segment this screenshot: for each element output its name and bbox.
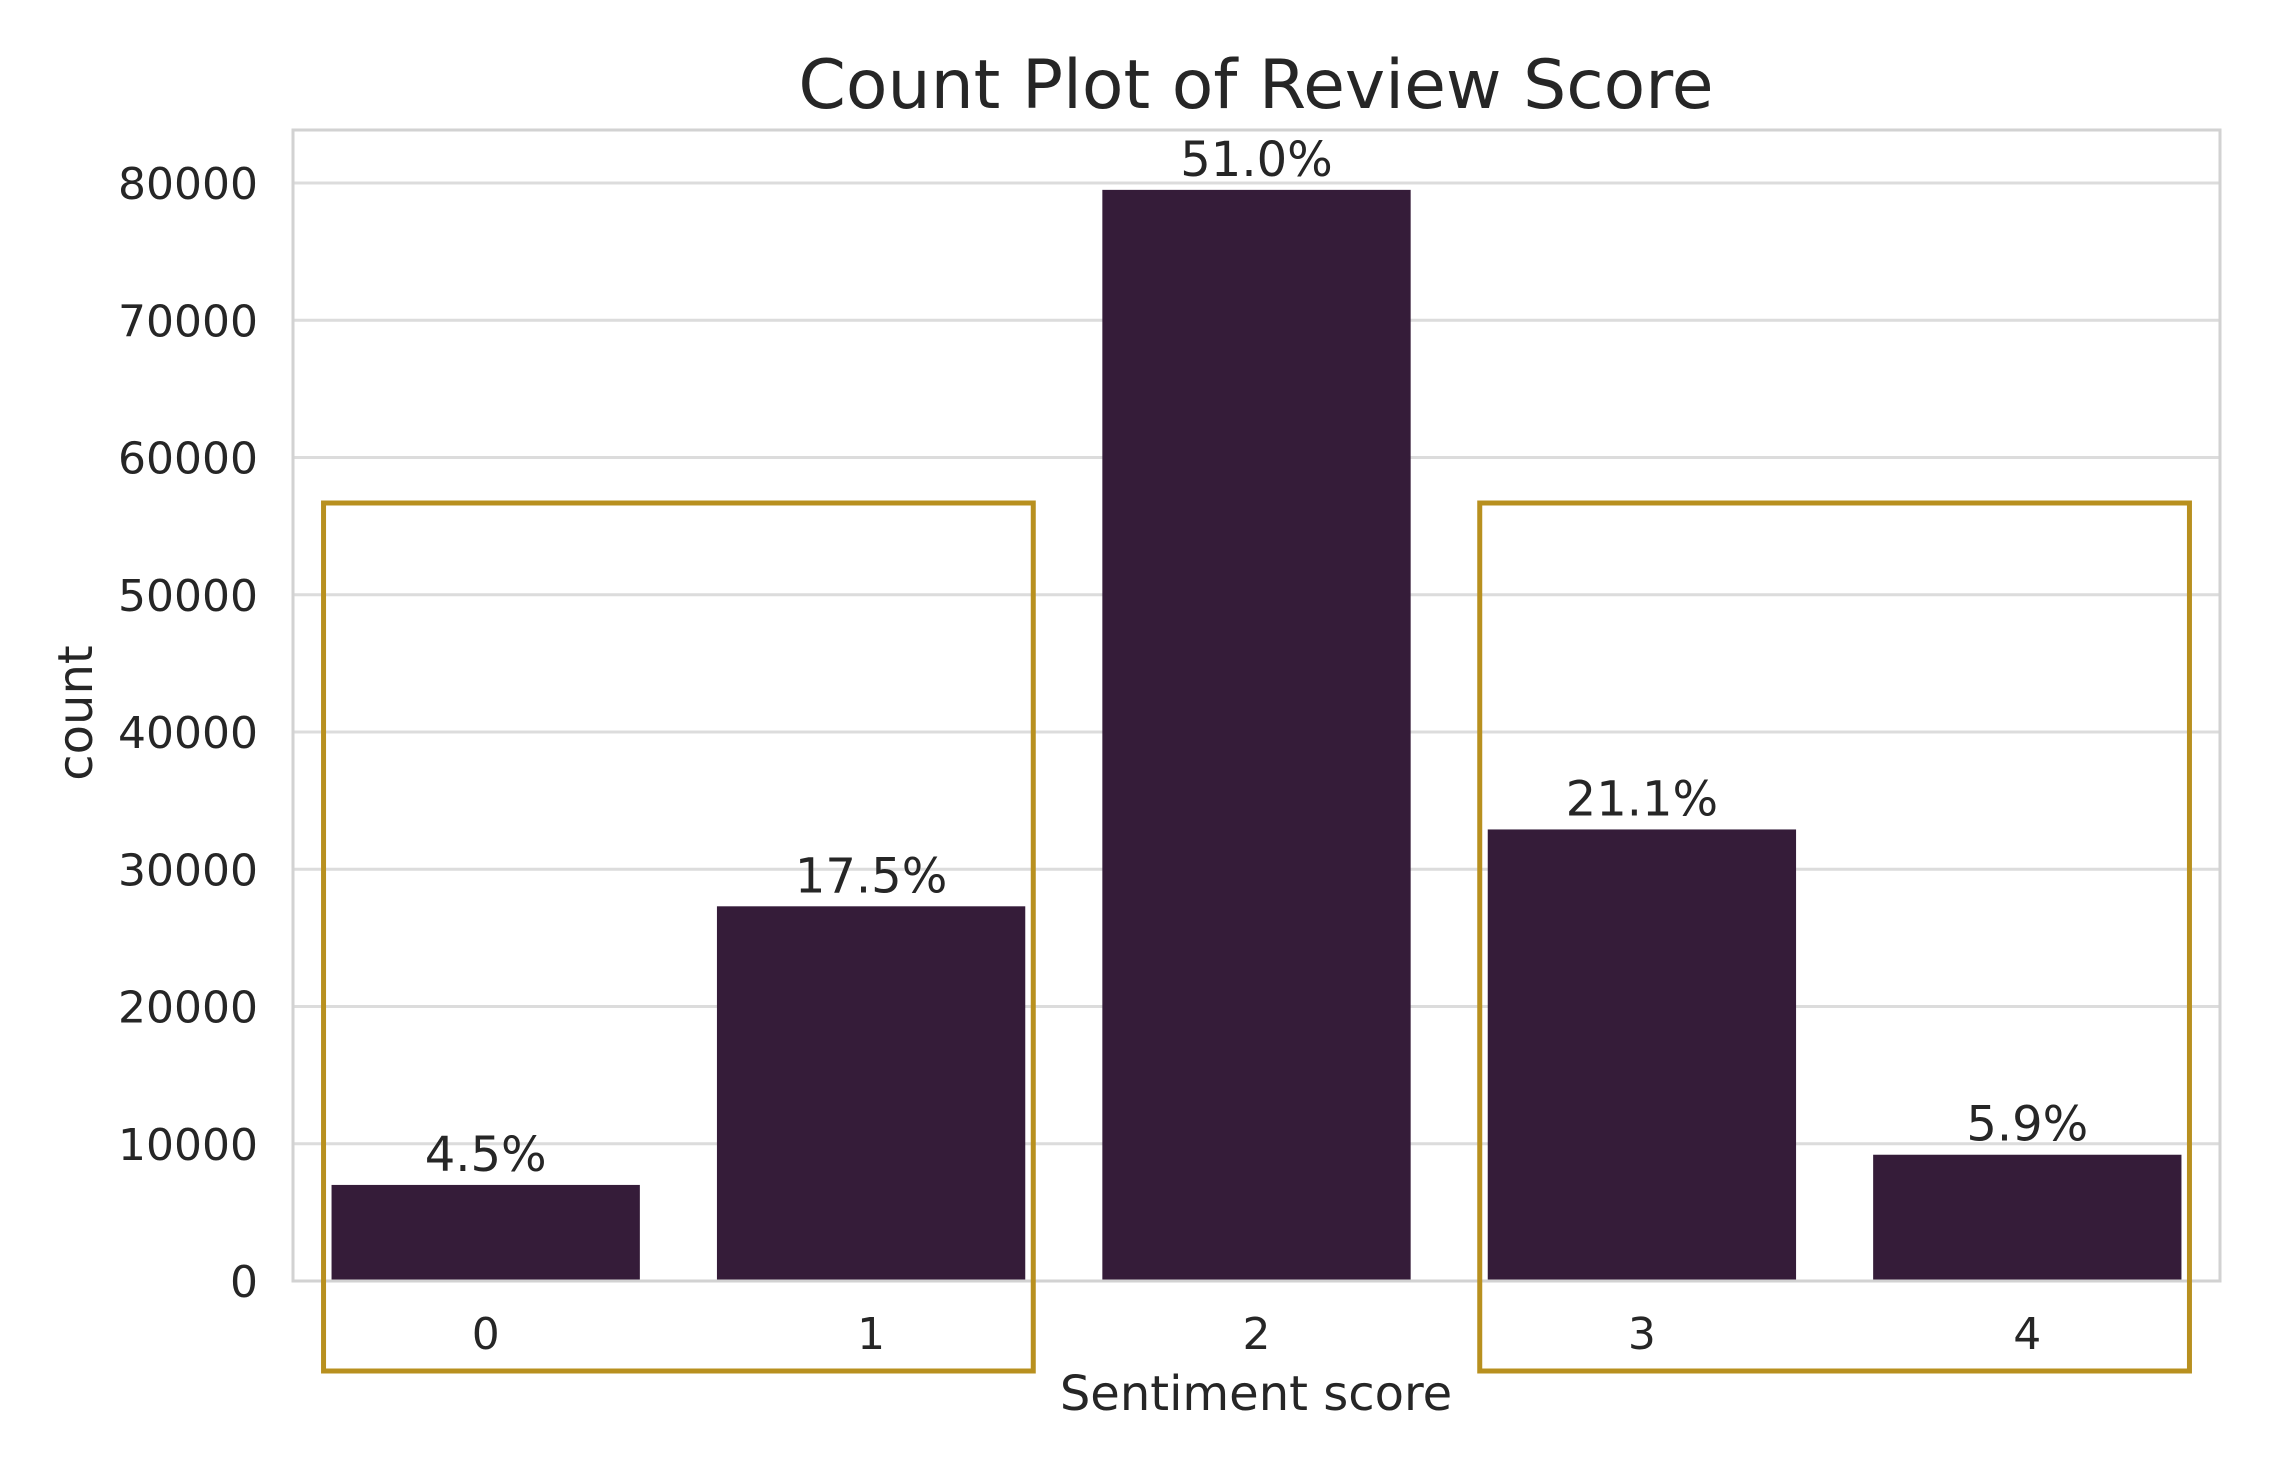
x-tick-1: 1 bbox=[857, 1309, 885, 1360]
bar-3 bbox=[1487, 829, 1797, 1281]
bar-0 bbox=[331, 1184, 640, 1281]
bar-4 bbox=[1873, 1154, 2182, 1281]
y-tick-80000: 80000 bbox=[118, 159, 258, 210]
x-tick-labels: 0 1 2 3 4 bbox=[472, 1309, 2042, 1360]
x-tick-2: 2 bbox=[1243, 1309, 1271, 1360]
plot-frame bbox=[291, 128, 2222, 1283]
bars bbox=[331, 189, 2182, 1281]
y-tick-0: 0 bbox=[230, 1257, 258, 1308]
highlight-boxes bbox=[321, 500, 2192, 1374]
x-axis-label: Sentiment score bbox=[1060, 1366, 1452, 1422]
bar-label-2: 51.0% bbox=[1180, 132, 1332, 188]
bar-2 bbox=[1102, 189, 1411, 1281]
y-tick-labels: 0 10000 20000 30000 40000 50000 60000 70000 8000… bbox=[118, 159, 258, 1308]
highlight-box-2 bbox=[1477, 500, 2192, 1374]
y-tick-70000: 70000 bbox=[118, 296, 258, 347]
bar-label-3: 21.1% bbox=[1566, 771, 1718, 827]
bar-label-0: 4.5% bbox=[425, 1127, 547, 1183]
y-tick-20000: 20000 bbox=[118, 983, 258, 1034]
x-tick-0: 0 bbox=[472, 1309, 500, 1360]
y-tick-40000: 40000 bbox=[118, 708, 258, 759]
chart-title: Count Plot of Review Score bbox=[798, 46, 1713, 125]
y-tick-50000: 50000 bbox=[118, 571, 258, 622]
bar-1 bbox=[716, 906, 1026, 1281]
y-axis-label: count bbox=[48, 645, 104, 780]
x-tick-4: 4 bbox=[2013, 1309, 2041, 1360]
highlight-box-1 bbox=[321, 500, 1036, 1374]
bar-label-1: 17.5% bbox=[795, 848, 947, 904]
bar-label-4: 5.9% bbox=[1966, 1097, 2088, 1153]
y-tick-30000: 30000 bbox=[118, 845, 258, 896]
y-tick-60000: 60000 bbox=[118, 434, 258, 485]
y-tick-10000: 10000 bbox=[118, 1120, 258, 1171]
x-tick-3: 3 bbox=[1628, 1309, 1656, 1360]
bar-percentage-labels: 4.5% 17.5% 51.0% 21.1% 5.9% bbox=[425, 132, 2089, 1183]
